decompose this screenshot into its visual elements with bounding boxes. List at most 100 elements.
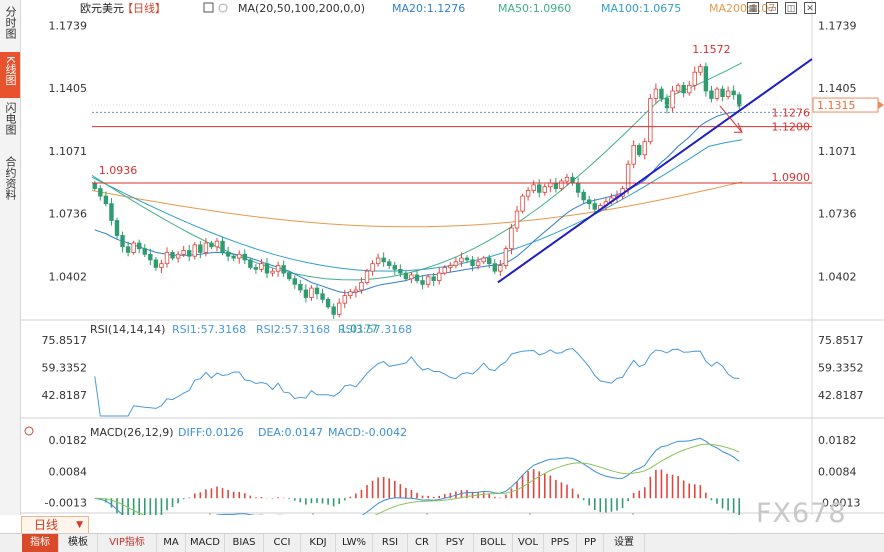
candle-body (153, 259, 159, 268)
chart-area[interactable]: 欧元美元【日线】 MA(20,50,100,200,0,0) MA20:1.1276… (20, 0, 884, 515)
candle-body (459, 257, 464, 263)
bottom-tab-pps[interactable]: PPS (544, 534, 577, 552)
bottom-tab-rsi[interactable]: RSI (373, 534, 408, 552)
macd-dea-value: DEA:0.0147 (258, 426, 323, 439)
candle-body (159, 263, 164, 268)
tab-flash[interactable]: 闪电图 (0, 102, 20, 146)
candle-body (575, 182, 581, 193)
bottom-tab-macd[interactable]: MACD (186, 534, 225, 552)
bottom-tab-lw[interactable]: LW% (336, 534, 373, 552)
price-tick-left: 1.1739 (49, 19, 88, 32)
candle-body (114, 220, 120, 236)
period-select[interactable]: 日线 ▼ (21, 516, 89, 534)
candle-body (187, 250, 192, 257)
candle-body (437, 272, 442, 281)
candle-body (281, 265, 286, 274)
bottom-tab-boll[interactable]: BOLL (474, 534, 513, 552)
candle-body (492, 263, 497, 272)
left-high-label: 1.0936 (99, 164, 137, 177)
bottom-tab-template[interactable]: 模板 (59, 534, 98, 552)
candle-body (503, 248, 509, 266)
current-price-label: 1.1315 (817, 99, 856, 112)
candle-body (353, 289, 359, 293)
candle-body (148, 253, 153, 261)
indicator-toolbar: 指标 模板 VIP指标 MA MACD BIAS CCI KDJ LW% RSI… (0, 533, 884, 552)
candle-body (364, 270, 370, 283)
candle-body (692, 71, 697, 86)
price-tick-right: 1.1071 (818, 145, 857, 158)
candle-body (564, 176, 570, 182)
candle-body (264, 263, 270, 274)
layout-icon[interactable]: ◫ (785, 2, 797, 14)
rsi-tick-left: 59.3352 (42, 361, 88, 374)
bottom-tab-pp[interactable]: PP (577, 534, 604, 552)
candle-body (237, 253, 242, 259)
candle-body (431, 276, 436, 281)
candle-body (453, 261, 459, 266)
close-icon[interactable]: ✕ (804, 2, 816, 14)
candle-body (481, 257, 486, 263)
bottom-tab-kdj[interactable]: KDJ (301, 534, 336, 552)
rsi-tick-right: 59.3352 (818, 361, 864, 374)
bottom-tab-cr[interactable]: CR (408, 534, 437, 552)
candle-body (131, 242, 136, 253)
trendline (497, 58, 813, 284)
tab-kline[interactable]: K线图 (0, 52, 20, 98)
price-tick-right: 1.1405 (818, 82, 857, 95)
candle-body (253, 267, 259, 270)
high-price-label: 1.1572 (692, 43, 731, 56)
rsi-line (94, 347, 740, 417)
minimize-icon[interactable]: ▭ (766, 2, 778, 14)
bottom-tab-settings[interactable]: 设置 (604, 534, 645, 552)
candle-body (542, 186, 547, 193)
candle-body (548, 182, 553, 188)
candle-body (725, 90, 731, 98)
settings-gear-icon (218, 3, 228, 13)
macd-tick-right: 0.0182 (818, 434, 857, 447)
candle-body (581, 191, 586, 201)
candle-body (181, 250, 186, 255)
rsi3-value: RSI3:57.3168 (338, 323, 412, 336)
candle-body (120, 235, 125, 248)
candle-body (125, 246, 131, 253)
rsi2-value: RSI2:57.3168 (256, 323, 330, 336)
tab-flash-label: 闪电图 (4, 102, 17, 135)
candle-body (370, 263, 375, 272)
candle-body (498, 265, 503, 272)
candle-body (220, 240, 225, 253)
bottom-tab-indicator[interactable]: 指标 (22, 534, 59, 552)
bottom-tab-vol[interactable]: VOL (513, 534, 544, 552)
watermark-logo: FX678 (756, 498, 847, 529)
macd-title: MACD(26,12,9) (90, 426, 174, 439)
tab-contract-info[interactable]: 合约资料 (0, 156, 20, 212)
left-sidebar: 分时图 K线图 闪电图 合约资料 (0, 0, 21, 515)
candle-body (553, 182, 559, 189)
candle-body (337, 302, 342, 315)
level-ma20-label: 1.1276 (772, 106, 811, 119)
macd-diff-value: DIFF:0.0126 (178, 426, 244, 439)
candle-body (292, 278, 297, 285)
ma20-line (94, 111, 740, 294)
bottom-tab-psy[interactable]: PSY (437, 534, 474, 552)
projection-arrow (719, 105, 743, 133)
grid-toggle-icon[interactable]: ▦ (747, 2, 759, 14)
level-1200-label: 1.1200 (772, 121, 811, 134)
candle-body (531, 184, 536, 191)
bottom-tab-bias[interactable]: BIAS (225, 534, 264, 552)
candle-body (520, 195, 525, 212)
bottom-tab-ma[interactable]: MA (157, 534, 186, 552)
price-tick-left: 1.1071 (49, 145, 88, 158)
bottom-tab-vip[interactable]: VIP指标 (98, 534, 157, 552)
price-tick-left: 1.1405 (49, 82, 88, 95)
candle-body (192, 244, 197, 257)
macd-tick-right: -0.0013 (818, 496, 860, 509)
rsi-title: RSI(14,14,14) (90, 323, 165, 336)
candle-body (231, 255, 236, 259)
candle-body (92, 182, 97, 189)
candle-body (703, 66, 709, 92)
rsi-tick-right: 42.8187 (818, 389, 864, 402)
candle-body (420, 280, 425, 285)
bottom-tab-cci[interactable]: CCI (264, 534, 301, 552)
candle-body (209, 242, 214, 248)
tab-timeshare[interactable]: 分时图 (0, 6, 20, 48)
